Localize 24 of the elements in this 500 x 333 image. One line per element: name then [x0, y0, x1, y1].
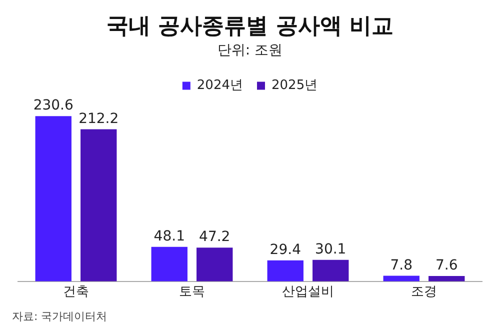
data-label: 230.6 [33, 98, 74, 114]
legend-label: 2024년 [196, 78, 244, 94]
bar [312, 260, 349, 282]
data-label: 29.4 [270, 242, 302, 258]
bar [35, 116, 72, 282]
bar [80, 129, 117, 282]
bar [267, 260, 304, 282]
data-label: 47.2 [199, 229, 230, 246]
x-tick-label: 조경 [411, 284, 437, 300]
x-tick-label: 토목 [179, 284, 205, 300]
data-label: 30.1 [315, 241, 346, 258]
x-tick-label: 건축 [63, 284, 89, 300]
bar [151, 246, 188, 282]
bar [196, 248, 233, 282]
x-tick-label: 산업설비 [282, 284, 334, 300]
chart-title: 국내 공사종류별 공사액 비교 [106, 14, 394, 39]
data-label: 7.8 [390, 257, 413, 274]
data-label: 212.2 [78, 110, 119, 127]
text: 자료: 국가데이터처 [11, 309, 108, 324]
chart-subtitle: 단위: 조원 [217, 42, 283, 58]
data-label: 48.1 [154, 228, 185, 245]
data-label: 7.6 [435, 258, 458, 274]
legend-label: 2025년 [272, 78, 318, 94]
bar [428, 276, 465, 282]
